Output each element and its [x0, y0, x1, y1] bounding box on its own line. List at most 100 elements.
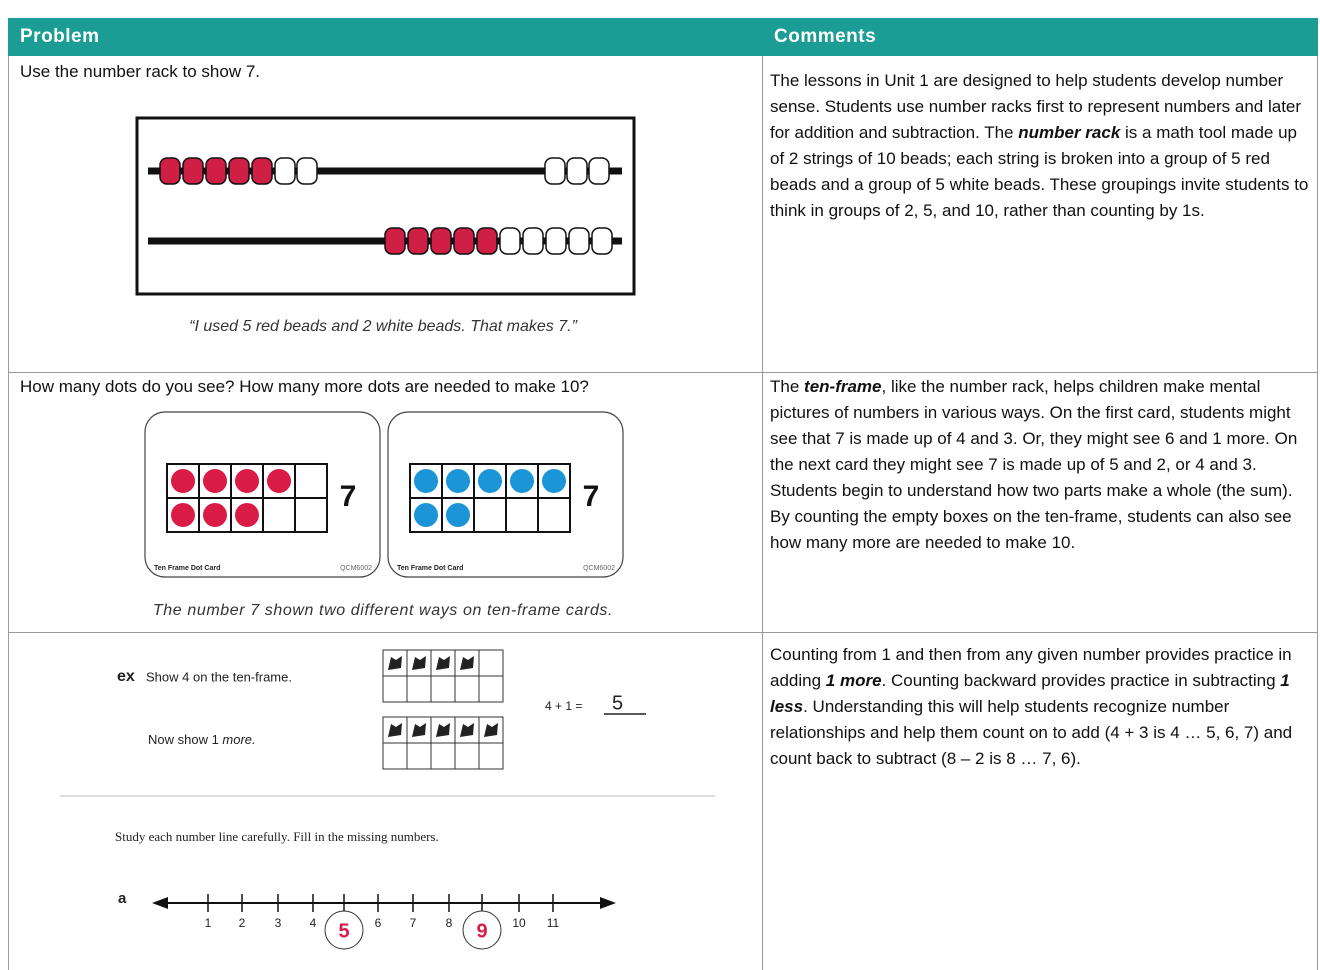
- comment-text: , like the number rack, helps children m…: [770, 377, 1298, 552]
- tick-label: 1: [205, 916, 212, 930]
- answer: 5: [338, 920, 349, 942]
- dot: [446, 503, 470, 527]
- dot: [235, 503, 259, 527]
- example-marker: ex: [117, 668, 135, 685]
- border: [8, 372, 1318, 373]
- bead: [296, 157, 318, 185]
- leaf: [460, 656, 474, 670]
- card-number: 7: [340, 480, 357, 513]
- border: [8, 56, 9, 970]
- tick-label: 6: [375, 916, 382, 930]
- frame-cell: [454, 675, 480, 703]
- number-line-label: a: [118, 890, 127, 907]
- prompt: Use the number rack to show 7.: [20, 62, 261, 81]
- frame-cell: [430, 742, 456, 770]
- emphasis: number rack: [1018, 123, 1121, 142]
- header-comments: Comments: [774, 26, 877, 47]
- tick-label: 3: [275, 916, 282, 930]
- comment: Counting from 1 and then from any given …: [770, 642, 1310, 772]
- emphasis: 1 less: [770, 671, 1290, 716]
- bead: [476, 227, 498, 255]
- dot: [171, 469, 195, 493]
- frame-cell: [454, 742, 480, 770]
- dot: [510, 469, 534, 493]
- example-step: Now show 1 more.: [148, 732, 256, 747]
- bead: [251, 157, 273, 185]
- example-step: Show 4 on the ten-frame.: [146, 669, 292, 684]
- frame-cell: [294, 497, 328, 533]
- border: [8, 632, 1318, 633]
- bead: [205, 157, 227, 185]
- frame-cell: [382, 675, 408, 703]
- leaf: [436, 656, 450, 670]
- bead: [544, 157, 566, 185]
- instruction: Study each number line carefully. Fill i…: [115, 829, 439, 844]
- comment: The ten-frame, like the number rack, hel…: [770, 374, 1310, 556]
- leaf: [460, 723, 474, 737]
- leaf: [388, 723, 402, 737]
- header-problem: Problem: [20, 26, 100, 47]
- bead: [274, 157, 296, 185]
- emphasis: ten-frame: [804, 377, 882, 396]
- bead: [228, 157, 250, 185]
- bead: [568, 227, 590, 255]
- caption: The number 7 shown two different ways on…: [153, 602, 613, 619]
- dot: [203, 469, 227, 493]
- answer-circle: [462, 910, 502, 950]
- bead: [588, 157, 610, 185]
- tick-label: 7: [410, 916, 417, 930]
- frame-cell: [478, 742, 504, 770]
- border: [1317, 56, 1318, 970]
- frame-cell: [478, 675, 504, 703]
- dot: [267, 469, 291, 493]
- border: [762, 56, 763, 970]
- bead: [545, 227, 567, 255]
- tick-label: 11: [547, 916, 560, 930]
- dot: [203, 503, 227, 527]
- dot: [478, 469, 502, 493]
- leaf: [484, 723, 498, 737]
- frame-cell: [406, 742, 432, 770]
- frame-cell: [406, 675, 432, 703]
- comment: The lessons in Unit 1 are designed to he…: [770, 68, 1310, 224]
- bead: [384, 227, 406, 255]
- arrow: [152, 897, 168, 909]
- card-label: Ten Frame Dot Card: [397, 565, 463, 572]
- comment-text: Counting from 1 and then from any given …: [770, 645, 1292, 690]
- bead: [453, 227, 475, 255]
- prompt: How many dots do you see? How many more …: [20, 377, 589, 396]
- equation: 4 + 1 =: [545, 699, 582, 713]
- bead: [182, 157, 204, 185]
- arrow: [600, 897, 616, 909]
- frame-cell: [382, 742, 408, 770]
- tick-label: 4: [310, 916, 317, 930]
- caption: “I used 5 red beads and 2 white beads. T…: [189, 318, 577, 335]
- comment-text: The lessons in Unit 1 are designed to he…: [770, 71, 1302, 142]
- bead: [522, 227, 544, 255]
- frame-cell: [537, 497, 571, 533]
- dot: [171, 503, 195, 527]
- answer: 5: [612, 692, 623, 714]
- frame-cell: [430, 675, 456, 703]
- bead: [499, 227, 521, 255]
- leaf: [412, 656, 426, 670]
- leaf: [412, 723, 426, 737]
- card-label: Ten Frame Dot Card: [154, 565, 220, 572]
- card-number: 7: [583, 480, 600, 513]
- answer: 9: [476, 920, 487, 942]
- tick-label: 8: [446, 916, 453, 930]
- tick-label: 2: [239, 916, 246, 930]
- dot: [446, 469, 470, 493]
- bead: [591, 227, 613, 255]
- card-code: QCM6002: [583, 565, 615, 572]
- answer-circle: [324, 910, 364, 950]
- bead: [407, 227, 429, 255]
- dot: [414, 469, 438, 493]
- dot: [235, 469, 259, 493]
- figures: “I used 5 red beads and 2 white beads. T…: [60, 116, 715, 950]
- tick-label: 10: [512, 916, 526, 930]
- comment-text: . Understanding this will help students …: [770, 697, 1293, 768]
- card-code: QCM6002: [340, 565, 372, 572]
- leaf: [388, 656, 402, 670]
